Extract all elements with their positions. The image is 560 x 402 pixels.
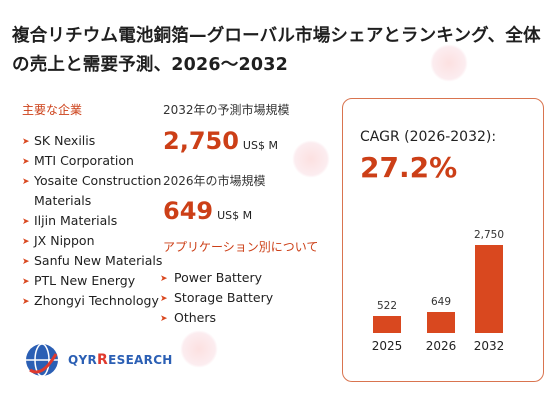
unit-label: US$ M <box>217 209 253 222</box>
bullet-icon: ➤ <box>22 297 30 307</box>
list-item: ➤ Sanfu New Materials <box>22 251 162 271</box>
list-item: ➤ Yosaite Construction <box>22 171 162 191</box>
bar-value-label: 649 <box>430 296 452 309</box>
company-list: ➤ SK Nexilis ➤ MTI Corporation ➤ Yosaite Co… <box>22 131 162 311</box>
bullet-icon: ➤ <box>22 217 30 227</box>
globe-icon <box>26 343 58 377</box>
cagr-label: CAGR (2026-2032): <box>360 129 497 145</box>
bullet-icon: ➤ <box>160 274 168 284</box>
list-item: ➤ MTI Corporation <box>22 151 162 171</box>
forecast-2032-value: 2,750 US$ M <box>163 127 278 155</box>
market-2026-value: 649 US$ M <box>163 197 253 225</box>
companies-label: 主要な企業 <box>22 103 83 117</box>
bar-value-label: 2,750 <box>473 229 505 241</box>
application-list: ➤ Power Battery ➤ Storage Battery ➤ Others <box>160 268 273 328</box>
list-item-continuation: Materials <box>34 193 92 208</box>
bullet-icon: ➤ <box>22 277 30 287</box>
forecast-2032-label: 2032年の予測市場規模 <box>163 103 290 117</box>
bullet-icon: ➤ <box>22 157 30 167</box>
list-item: ➤ Zhongyi Technology <box>22 291 162 311</box>
bullet-icon: ➤ <box>22 237 30 247</box>
list-item: ➤ Iljin Materials <box>22 211 162 231</box>
bullet-icon: ➤ <box>22 177 30 187</box>
watermark-logo <box>292 140 330 178</box>
chart-bar <box>475 245 503 333</box>
unit-label: US$ M <box>242 139 278 152</box>
x-tick-label: 2025 <box>371 339 403 353</box>
watermark-logo <box>430 44 468 82</box>
bullet-icon: ➤ <box>160 314 168 324</box>
chart-bar <box>427 312 455 333</box>
x-tick-label: 2026 <box>425 339 457 353</box>
cagr-value: 27.2% <box>360 151 458 184</box>
list-item: ➤ Power Battery <box>160 268 273 288</box>
logo-text: QYRRESEARCH <box>68 352 173 368</box>
bullet-icon: ➤ <box>22 137 30 147</box>
watermark-logo <box>180 330 218 368</box>
applications-label: アプリケーション別について <box>163 240 319 254</box>
qyresearch-logo: QYRRESEARCH <box>22 340 172 380</box>
bar-value-label: 522 <box>376 300 398 313</box>
page-title: 複合リチウム電池銅箔—グローバル市場シェアとランキング、全体の売上と需要予測、2… <box>12 26 541 75</box>
x-tick-label: 2032 <box>473 339 505 353</box>
bullet-icon: ➤ <box>160 294 168 304</box>
list-item: ➤ PTL New Energy <box>22 271 162 291</box>
cagr-panel: CAGR (2026-2032): 27.2% 522 2025 649 2026 2,… <box>342 98 544 382</box>
chart-bar <box>373 316 401 333</box>
list-item: ➤ SK Nexilis <box>22 131 162 151</box>
list-item: ➤ Others <box>160 308 273 328</box>
market-2026-label: 2026年の市場規模 <box>163 174 266 188</box>
list-item: ➤ Storage Battery <box>160 288 273 308</box>
list-item: ➤ JX Nippon <box>22 231 162 251</box>
bullet-icon: ➤ <box>22 257 30 267</box>
